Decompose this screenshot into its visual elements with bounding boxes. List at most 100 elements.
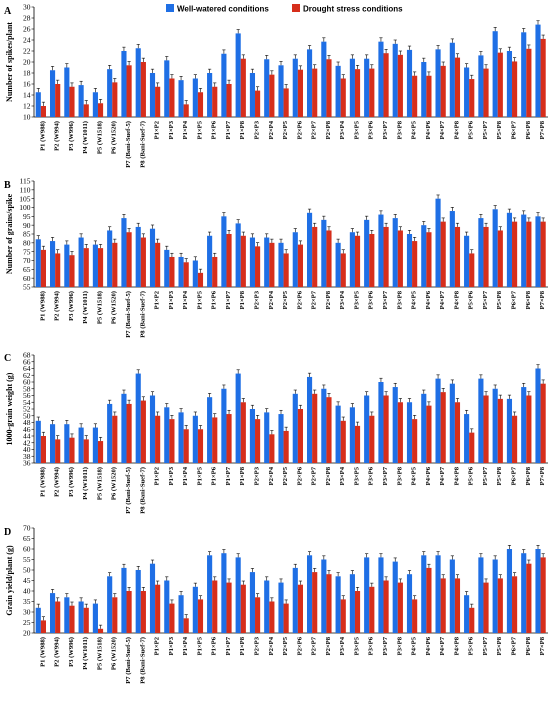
bar-drought-p5xp7 <box>483 395 489 463</box>
x-category-label: P5×P6 <box>468 290 475 309</box>
bar-well-watered-p6xp7 <box>506 398 513 463</box>
x-category-label: P8 (Bani-Suef-7) <box>139 121 146 168</box>
y-tick-label: 95 <box>23 212 31 221</box>
bar-group-p7-bani-suef-5: P7 (Bani-Suef-5) <box>121 46 132 168</box>
bar-group-p2xp6: P2×P6 <box>292 389 303 485</box>
y-tick-label: 50 <box>23 411 31 420</box>
x-category-label: P2×P5 <box>282 290 289 309</box>
bar-drought-p1xp3 <box>169 78 175 117</box>
bar-well-watered-p7-bani-suef-5 <box>121 218 127 287</box>
x-category-label: P6×P7 <box>511 466 518 485</box>
bar-drought-p5xp6 <box>469 432 475 463</box>
x-category-label: P1 (W988) <box>39 467 46 497</box>
x-category-label: P5×P8 <box>496 120 503 139</box>
bar-well-watered-p3xp6 <box>364 58 370 117</box>
bar-drought-p2xp4 <box>269 434 275 463</box>
bar-drought-p2xp5 <box>283 603 289 633</box>
bar-drought-p2xp5 <box>283 88 289 117</box>
bar-well-watered-p1xp2 <box>149 395 156 463</box>
bar-well-watered-p1xp7 <box>221 53 227 117</box>
bar-well-watered-p2-w994 <box>49 424 56 463</box>
bar-well-watered-p5-w1518 <box>92 244 98 287</box>
bar-drought-p2xp4 <box>269 242 275 287</box>
bar-well-watered-p3-w996 <box>64 244 70 287</box>
bar-well-watered-p7xp8 <box>535 368 541 463</box>
y-tick-label: 100 <box>19 203 31 212</box>
bar-well-watered-p2xp5 <box>278 582 284 633</box>
bar-group-p2xp4: P2×P4 <box>264 408 275 485</box>
bar-drought-p5xp6 <box>469 607 475 633</box>
bar-group-p3xp6: P3×P6 <box>364 54 375 139</box>
bar-group-p3xp6: P3×P6 <box>364 215 375 309</box>
bar-group-p2xp5: P2×P5 <box>278 409 289 485</box>
x-category-label: P3 (W996) <box>68 467 75 497</box>
bar-group-p6xp8: P6×P8 <box>521 28 532 139</box>
bar-drought-p2xp7 <box>312 393 318 463</box>
bar-drought-p2xp7 <box>312 226 318 287</box>
x-category-label: P5×P6 <box>468 636 475 655</box>
bar-well-watered-p5xp7 <box>478 378 484 463</box>
bar-group-p3xp5: P3×P5 <box>349 54 360 139</box>
bar-group-p2xp3: P2×P3 <box>249 404 261 485</box>
bar-well-watered-p8-bani-suef-7 <box>135 373 141 463</box>
bar-group-p3xp6: P3×P6 <box>364 553 375 655</box>
x-category-label: P3×P4 <box>339 290 346 309</box>
bar-drought-p5xp7 <box>483 226 489 287</box>
y-tick-label: 65 <box>23 534 31 543</box>
bar-well-watered-p6xp8 <box>521 214 527 287</box>
bar-drought-p5xp7 <box>483 582 489 633</box>
bar-group-p4xp8: P4×P8 <box>449 555 460 655</box>
y-tick-label: 40 <box>23 587 31 596</box>
bar-drought-p4xp8 <box>454 57 461 117</box>
y-tick-label: 25 <box>23 618 31 627</box>
bar-drought-p2xp3 <box>255 90 261 117</box>
bar-group-p7xp8: P7×P8 <box>535 20 546 139</box>
x-category-label: P6×P7 <box>511 120 518 139</box>
bar-drought-p8-bani-suef-7 <box>140 400 146 463</box>
y-tick-label: 90 <box>23 221 31 230</box>
bar-drought-p6xp8 <box>526 395 532 463</box>
bar-group-p3xp5: P3×P5 <box>349 570 360 655</box>
x-category-label: P6×P8 <box>525 636 532 655</box>
bar-group-p1xp8: P1×P8 <box>235 219 246 309</box>
y-tick-label: 105 <box>19 194 31 203</box>
bar-group-p2xp7: P2×P7 <box>306 372 318 485</box>
x-category-label: P1×P4 <box>182 636 189 655</box>
bar-drought-p5xp7 <box>483 68 489 117</box>
bar-group-p2-w994: P2 (W994) <box>49 589 61 667</box>
bar-drought-p6-w1520 <box>112 597 118 633</box>
x-category-label: P2×P6 <box>296 466 303 485</box>
x-category-label: P3×P4 <box>339 466 346 485</box>
bar-well-watered-p4xp7 <box>435 49 441 117</box>
x-category-label: P1×P7 <box>225 466 232 485</box>
bar-drought-p1-w988 <box>40 106 46 117</box>
x-category-label: P5×P8 <box>496 466 503 485</box>
bar-group-p1-w988: P1 (W988) <box>35 88 46 151</box>
bar-well-watered-p3xp7 <box>378 557 384 633</box>
bar-group-p1xp5: P1×P5 <box>192 582 204 655</box>
bar-well-watered-p1xp4 <box>178 256 184 287</box>
bar-well-watered-p3xp4 <box>335 65 341 117</box>
bar-well-watered-p7xp8 <box>535 24 541 118</box>
bar-drought-p8-bani-suef-7 <box>140 62 146 117</box>
bar-drought-p1xp5 <box>197 599 204 633</box>
bar-drought-p3-w996 <box>69 86 75 117</box>
bar-well-watered-p1xp5 <box>192 260 198 287</box>
y-tick-label: 14 <box>23 91 31 100</box>
x-category-label: P3×P8 <box>396 466 403 485</box>
bar-group-p7-bani-suef-5: P7 (Bani-Suef-5) <box>121 389 132 514</box>
x-category-label: P4×P5 <box>411 466 418 485</box>
x-category-label: P3×P7 <box>382 120 389 139</box>
bar-well-watered-p1xp8 <box>235 223 241 287</box>
bar-drought-p2xp4 <box>269 601 275 633</box>
y-tick-label: 35 <box>23 597 31 606</box>
bar-well-watered-p1xp6 <box>207 235 213 287</box>
bar-well-watered-p4-w1011 <box>78 427 84 463</box>
bar-drought-p5xp8 <box>497 578 503 633</box>
bar-group-p5xp6: P5×P6 <box>464 409 475 485</box>
x-category-label: P2×P5 <box>282 466 289 485</box>
bar-well-watered-p1xp4 <box>178 80 184 117</box>
bar-group-p3-w996: P3 (W996) <box>64 593 75 667</box>
